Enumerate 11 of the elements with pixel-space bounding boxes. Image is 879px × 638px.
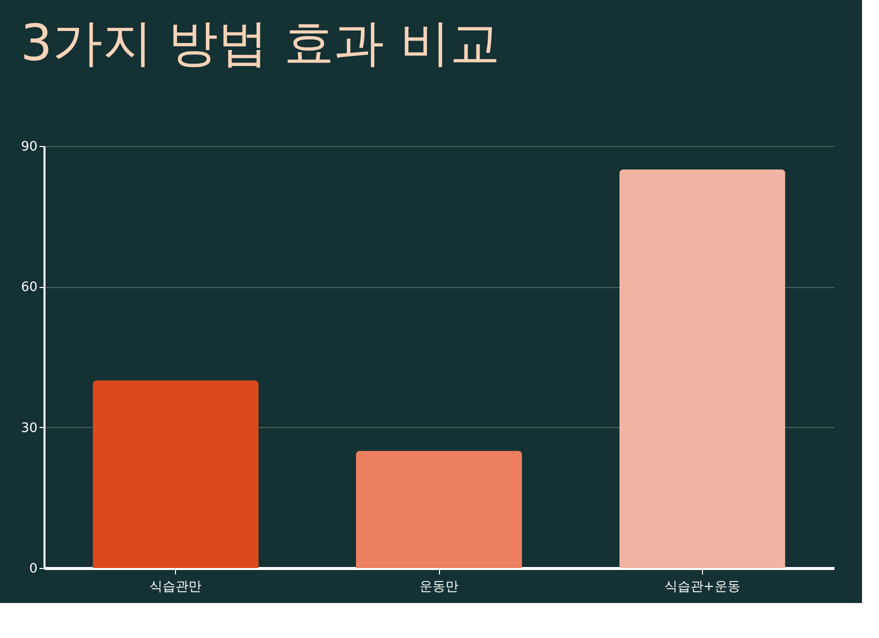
x-tick-label: 식습관만 xyxy=(150,580,202,594)
chart-title: 3가지 방법 효과 비교 xyxy=(20,14,500,72)
x-tick-label: 식습관+운동 xyxy=(664,580,740,594)
y-tick-label: 0 xyxy=(29,562,38,576)
bar xyxy=(92,380,259,568)
y-tick-label: 30 xyxy=(20,420,38,436)
y-tick-label: 90 xyxy=(20,140,38,154)
bar xyxy=(619,169,786,568)
x-tick-label: 운동만 xyxy=(420,580,458,594)
bar xyxy=(356,450,522,568)
y-tick-label: 60 xyxy=(20,280,38,296)
